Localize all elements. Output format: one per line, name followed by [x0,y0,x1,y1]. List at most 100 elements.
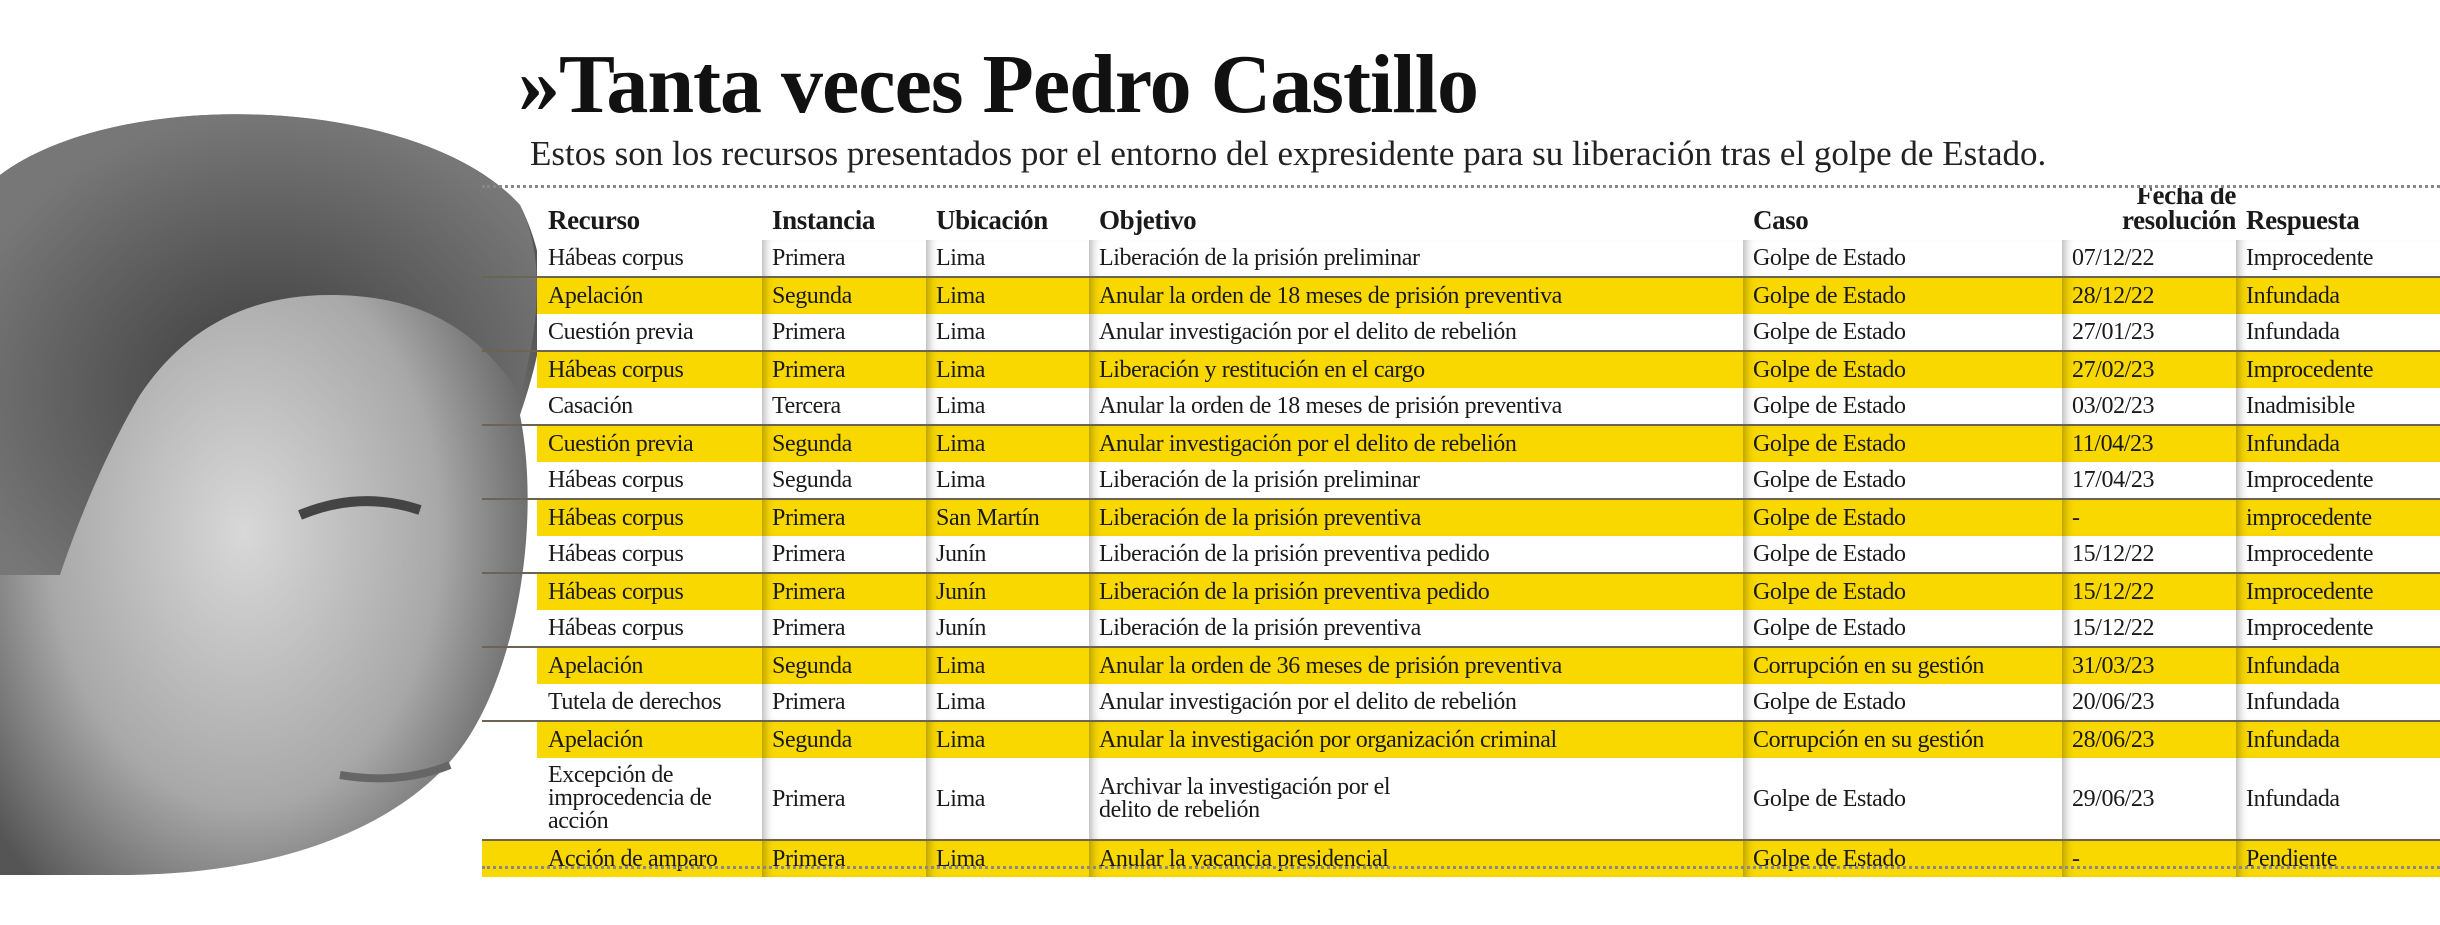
cell-ubicacion: Lima [926,684,1089,720]
header-recurso: Recurso [537,188,762,240]
cell-fecha: 11/04/23 [2062,426,2236,462]
cell-caso: Golpe de Estado [1743,574,2062,610]
cell-ubicacion: Lima [926,648,1089,684]
cell-caso: Golpe de Estado [1743,758,2062,839]
cell-respuesta: Pendiente [2236,841,2440,877]
cell-fecha: 07/12/22 [2062,240,2236,276]
cell-caso: Golpe de Estado [1743,388,2062,424]
table-row: Hábeas corpus Segunda Lima Liberación de la… [482,462,2440,498]
cell-fecha: - [2062,500,2236,536]
cell-instancia: Primera [762,500,926,536]
cell-caso: Corrupción en su gestión [1743,648,2062,684]
cell-fecha: 20/06/23 [2062,684,2236,720]
table-row: Hábeas corpus Primera Junín Liberación de l… [482,610,2440,646]
page-subtitle: Estos son los recursos presentados por e… [530,134,2047,173]
cell-recurso: Apelación [537,648,762,684]
cell-caso: Golpe de Estado [1743,536,2062,572]
cell-fecha: 15/12/22 [2062,574,2236,610]
cell-ubicacion: Lima [926,314,1089,350]
table-row: Hábeas corpus Primera Lima Liberación y res… [482,350,2440,388]
cell-ubicacion: Junín [926,610,1089,646]
cell-instancia: Tercera [762,388,926,424]
cell-respuesta: Infundada [2236,722,2440,758]
cell-objetivo: Liberación y restitución en el cargo [1089,352,1743,388]
cell-recurso: Apelación [537,278,762,314]
cell-ubicacion: Lima [926,278,1089,314]
cell-fecha: 17/04/23 [2062,462,2236,498]
cell-objetivo: Anular la orden de 36 meses de prisión p… [1089,648,1743,684]
cell-recurso: Hábeas corpus [537,574,762,610]
cell-respuesta: Improcedente [2236,240,2440,276]
cell-instancia: Segunda [762,278,926,314]
cell-respuesta: Infundada [2236,758,2440,839]
cell-objetivo: Anular la orden de 18 meses de prisión p… [1089,278,1743,314]
cell-ubicacion: Lima [926,722,1089,758]
cell-caso: Corrupción en su gestión [1743,722,2062,758]
cell-caso: Golpe de Estado [1743,314,2062,350]
cell-recurso: Acción de amparo [482,841,762,877]
cell-ubicacion: Lima [926,841,1089,877]
cell-caso: Golpe de Estado [1743,426,2062,462]
header-respuesta: Respuesta [2236,188,2440,240]
header-fecha-line2: resolución [2121,205,2236,236]
table-row: Cuestión previa Primera Lima Anular investi… [482,314,2440,350]
bottom-divider [482,866,2440,869]
cell-respuesta: Infundada [2236,684,2440,720]
cell-recurso: Cuestión previa [537,314,762,350]
cell-respuesta: Infundada [2236,648,2440,684]
cell-objetivo: Anular la investigación por organización… [1089,722,1743,758]
cell-fecha: 31/03/23 [2062,648,2236,684]
cell-recurso: Hábeas corpus [537,500,762,536]
cell-respuesta: Improcedente [2236,352,2440,388]
header-fecha-line1: Fecha de [2136,188,2236,210]
cell-instancia: Primera [762,574,926,610]
cell-caso: Golpe de Estado [1743,841,2062,877]
cell-objetivo: Anular investigación por el delito de re… [1089,314,1743,350]
cell-objetivo: Liberación de la prisión preventiva pedi… [1089,536,1743,572]
cell-caso: Golpe de Estado [1743,500,2062,536]
cell-ubicacion: Lima [926,758,1089,839]
cell-instancia: Segunda [762,648,926,684]
cell-objetivo: Liberación de la prisión preliminar [1089,462,1743,498]
table-row: Acción de amparo Primera Lima Anular la vac… [482,839,2440,877]
cell-recurso: Casación [537,388,762,424]
cell-instancia: Segunda [762,462,926,498]
cell-fecha: 15/12/22 [2062,536,2236,572]
header-ubicacion: Ubicación [926,188,1089,240]
cell-respuesta: Infundada [2236,314,2440,350]
cell-fecha: 29/06/23 [2062,758,2236,839]
recursos-table: Recurso Instancia Ubicación Objetivo Cas… [482,188,2440,877]
cell-caso: Golpe de Estado [1743,462,2062,498]
cell-ubicacion: Lima [926,426,1089,462]
cell-caso: Golpe de Estado [1743,610,2062,646]
cell-respuesta: Improcedente [2236,536,2440,572]
cell-respuesta: Inadmisible [2236,388,2440,424]
table-row: Hábeas corpus Primera San Martín Liberación… [482,498,2440,536]
cell-fecha: 27/02/23 [2062,352,2236,388]
cell-ubicacion: Lima [926,240,1089,276]
header-objetivo: Objetivo [1089,188,1743,240]
table-row: Hábeas corpus Primera Junín Liberación de l… [482,572,2440,610]
cell-ubicacion: Lima [926,352,1089,388]
cell-respuesta: Improcedente [2236,462,2440,498]
table-row: Tutela de derechos Primera Lima Anular inve… [482,684,2440,720]
cell-objetivo: Archivar la investigación por el delito … [1089,758,1743,839]
table-row: Casación Tercera Lima Anular la orden de 18… [482,388,2440,424]
header-fecha: Fecha de resolución [2062,188,2236,240]
cell-recurso: Tutela de derechos [537,684,762,720]
cell-objetivo: Anular investigación por el delito de re… [1089,426,1743,462]
table-row: Hábeas corpus Primera Lima Liberación de la… [482,240,2440,276]
cell-recurso: Hábeas corpus [537,352,762,388]
cell-ubicacion: San Martín [926,500,1089,536]
cell-recurso: Excepción de improcedencia de acción [537,758,762,839]
cell-fecha: 28/12/22 [2062,278,2236,314]
cell-instancia: Primera [762,841,926,877]
header-caso: Caso [1743,188,2062,240]
page-title: »Tanta veces Pedro Castillo [518,38,1479,131]
cell-instancia: Segunda [762,722,926,758]
table-row: Hábeas corpus Primera Junín Liberación de l… [482,536,2440,572]
cell-objetivo: Anular la vacancia presidencial [1089,841,1743,877]
cell-instancia: Primera [762,758,926,839]
table-row: Apelación Segunda Lima Anular la orden de 3… [482,646,2440,684]
cell-objetivo: Anular la orden de 18 meses de prisión p… [1089,388,1743,424]
